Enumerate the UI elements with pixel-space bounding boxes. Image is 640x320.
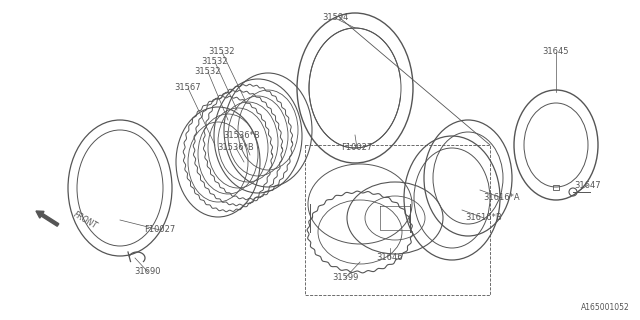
Text: 31567: 31567 bbox=[175, 84, 202, 92]
Bar bbox=[553, 185, 559, 190]
FancyArrow shape bbox=[36, 211, 59, 226]
Text: 31532: 31532 bbox=[209, 47, 236, 57]
Text: 31594: 31594 bbox=[322, 13, 348, 22]
Text: 31536*B: 31536*B bbox=[218, 143, 254, 153]
Text: 31536*B: 31536*B bbox=[223, 131, 260, 140]
Text: F10027: F10027 bbox=[341, 143, 372, 153]
Text: 31690: 31690 bbox=[135, 268, 161, 276]
Text: 31647: 31647 bbox=[575, 180, 602, 189]
Text: F10027: F10027 bbox=[145, 226, 175, 235]
Text: A165001052: A165001052 bbox=[581, 303, 630, 312]
Text: FRONT: FRONT bbox=[72, 210, 99, 230]
Text: 31616*B: 31616*B bbox=[466, 213, 502, 222]
Text: 31616*A: 31616*A bbox=[484, 194, 520, 203]
Text: 31532: 31532 bbox=[202, 58, 228, 67]
Text: 31646: 31646 bbox=[377, 253, 403, 262]
Text: 31599: 31599 bbox=[332, 274, 358, 283]
Text: 31645: 31645 bbox=[543, 47, 569, 57]
Text: 31532: 31532 bbox=[195, 68, 221, 76]
